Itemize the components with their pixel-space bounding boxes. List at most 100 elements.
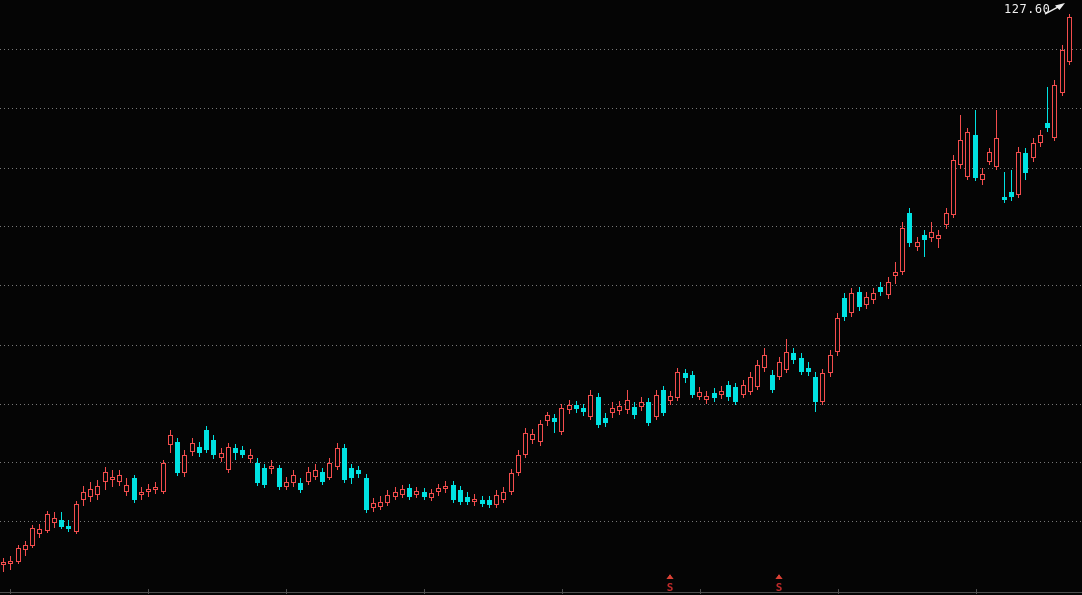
candle <box>161 460 166 494</box>
candle <box>1045 87 1050 132</box>
candle <box>936 230 941 248</box>
candle <box>117 470 122 486</box>
candle <box>806 362 811 376</box>
candle <box>683 369 688 383</box>
candle <box>929 222 934 242</box>
candle <box>567 400 572 414</box>
candle <box>458 486 463 505</box>
candle <box>255 458 260 486</box>
candle <box>762 348 767 372</box>
candle <box>124 478 129 496</box>
candle <box>617 401 622 415</box>
candle <box>219 448 224 462</box>
candle <box>697 387 702 400</box>
candle <box>733 383 738 405</box>
candle <box>472 494 477 506</box>
candle <box>813 372 818 412</box>
candle <box>900 222 905 275</box>
candle <box>465 492 470 505</box>
ex-rights-marker: S <box>666 574 674 594</box>
candle <box>284 477 289 490</box>
candle <box>654 390 659 420</box>
candle <box>523 428 528 458</box>
candle <box>204 426 209 453</box>
candle <box>1023 148 1028 180</box>
candle <box>646 398 651 426</box>
last-price-label: 127.60 <box>1004 2 1051 16</box>
candle <box>559 404 564 435</box>
candle <box>965 128 970 180</box>
candle <box>712 388 717 402</box>
candle <box>1052 80 1057 141</box>
candle <box>52 512 57 528</box>
candle <box>291 470 296 487</box>
candle <box>356 466 361 478</box>
candle <box>973 110 978 181</box>
candle <box>784 339 789 373</box>
candle <box>16 545 21 564</box>
candle <box>335 443 340 470</box>
candle <box>610 402 615 418</box>
candle <box>371 498 376 512</box>
candle <box>45 511 50 533</box>
candle <box>791 348 796 364</box>
candle <box>799 353 804 375</box>
candle <box>132 475 137 503</box>
candle <box>1016 147 1021 198</box>
candle <box>349 464 354 484</box>
candle <box>509 469 514 495</box>
candle <box>103 467 108 490</box>
candle <box>393 487 398 500</box>
candle <box>30 525 35 548</box>
candle <box>233 444 238 460</box>
candle <box>168 430 173 453</box>
candle <box>436 484 441 496</box>
candle <box>661 386 666 416</box>
candle <box>530 429 535 444</box>
candle <box>690 371 695 398</box>
candle <box>980 168 985 185</box>
candle <box>1031 138 1036 162</box>
candle <box>443 481 448 493</box>
candle <box>501 487 506 503</box>
candle <box>88 482 93 502</box>
candle <box>182 450 187 477</box>
candle <box>248 449 253 463</box>
candle <box>632 402 637 419</box>
candle <box>574 401 579 413</box>
candle <box>1067 14 1072 65</box>
candle <box>153 482 158 494</box>
candle <box>487 496 492 508</box>
candle <box>994 110 999 170</box>
candle <box>828 350 833 377</box>
candle <box>835 313 840 356</box>
candle <box>1060 45 1065 96</box>
candle <box>581 404 586 416</box>
candle <box>175 438 180 476</box>
candle <box>407 484 412 500</box>
candle <box>1009 170 1014 201</box>
candle <box>719 386 724 399</box>
candle <box>886 277 891 299</box>
candle <box>298 478 303 493</box>
candle <box>878 282 883 296</box>
candle <box>639 397 644 411</box>
candle <box>23 541 28 556</box>
candle <box>1 558 6 572</box>
candle <box>857 287 862 311</box>
candle <box>494 490 499 508</box>
candle <box>864 292 869 309</box>
candle <box>625 390 630 414</box>
candle <box>378 496 383 510</box>
candle <box>320 468 325 485</box>
candle <box>588 390 593 420</box>
candle <box>922 230 927 257</box>
candle <box>197 442 202 457</box>
candle <box>400 485 405 498</box>
svg-text:S: S <box>667 581 674 594</box>
candle <box>342 444 347 483</box>
candle <box>364 474 369 513</box>
candle <box>277 465 282 490</box>
